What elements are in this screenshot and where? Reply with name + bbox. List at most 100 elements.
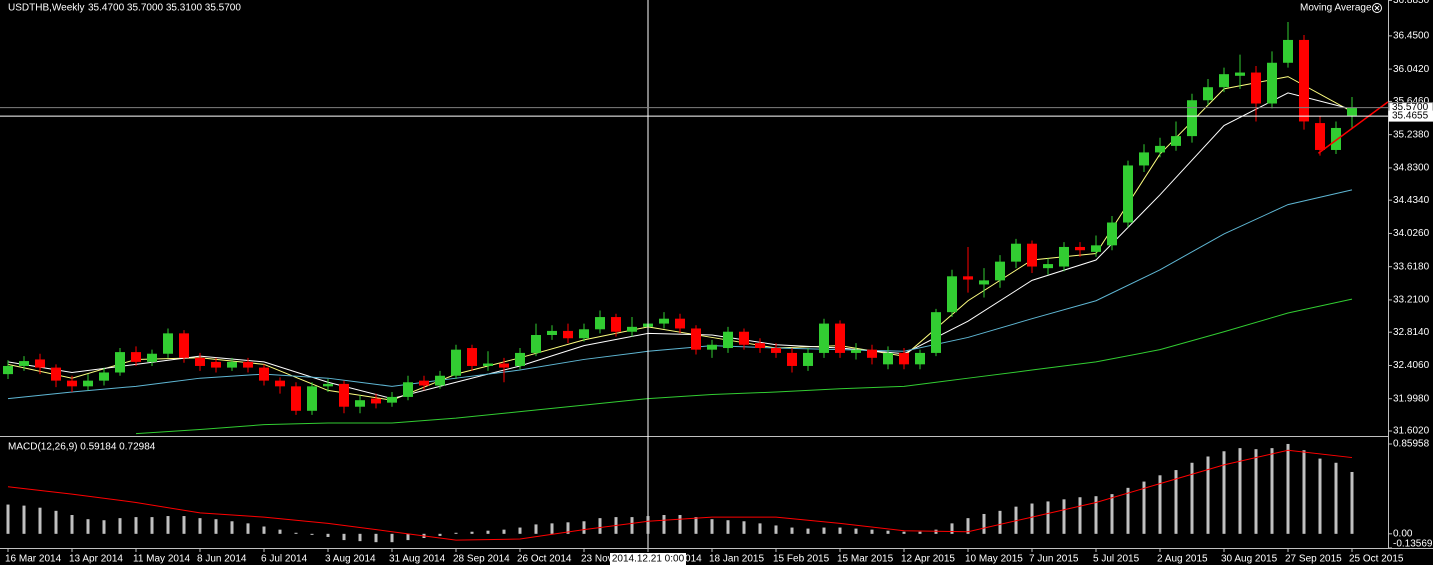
candle-body (291, 386, 301, 411)
x-tick-label: 5 Jul 2015 (1093, 554, 1140, 565)
chart-title: USDTHB,Weekly (8, 3, 85, 14)
macd-bar (726, 520, 730, 534)
candle-body (787, 352, 797, 366)
x-tick-label: 6 Jul 2014 (261, 554, 308, 565)
candle-body (1283, 39, 1293, 63)
macd-bar (102, 520, 106, 534)
y-tick-label: 0.85958 (1393, 439, 1430, 450)
macd-bar (1270, 448, 1274, 534)
candle-body (1155, 145, 1165, 153)
candle-body (883, 352, 893, 365)
candle-body (1043, 264, 1053, 269)
x-tick-label: 18 Jan 2015 (709, 554, 764, 565)
macd-bar (22, 505, 26, 534)
macd-bar (6, 504, 10, 534)
candle-body (963, 276, 973, 280)
macd-bar (934, 529, 938, 534)
close-cross[interactable] (1374, 5, 1380, 11)
y-tick-label: 35.6460 (1393, 96, 1430, 107)
candle-body (51, 367, 61, 381)
moving-average-line (135, 298, 1353, 435)
macd-bar (758, 523, 762, 534)
candle-body (1203, 87, 1213, 101)
candle-body (1235, 72, 1245, 76)
candle-body (131, 352, 141, 362)
x-tick-label: 2 Aug 2015 (1157, 554, 1208, 565)
macd-bar (678, 515, 682, 534)
candle-body (1107, 222, 1117, 246)
x-tick-label: 7 Jun 2015 (1029, 554, 1079, 565)
candle-body (595, 317, 605, 330)
macd-bar (1174, 470, 1178, 534)
macd-bar (950, 523, 954, 534)
x-tick-label: 23 Nov 2014 (581, 554, 638, 565)
candle-body (627, 326, 637, 332)
candle-body (803, 352, 813, 366)
macd-bar (550, 523, 554, 534)
candle-body (451, 349, 461, 376)
candle-body (499, 363, 509, 368)
macd-bar (518, 527, 522, 534)
macd-bar (406, 533, 410, 541)
x-tick-label: 25 Oct 2015 (1349, 554, 1404, 565)
candle-body (387, 396, 397, 403)
x-tick-label: 15 Feb 2015 (773, 554, 830, 565)
macd-bar (70, 515, 74, 534)
x-tick-label: 26 Oct 2014 (517, 554, 572, 565)
x-tick-label: 16 Mar 2014 (5, 554, 62, 565)
candle-body (1299, 39, 1309, 122)
candle-body (755, 343, 765, 349)
candle-body (355, 400, 365, 407)
candle-body (915, 352, 925, 365)
macd-bar (998, 510, 1002, 534)
macd-bar (966, 518, 970, 534)
y-tick-label: 32.8140 (1393, 327, 1430, 338)
candle-body (99, 372, 109, 381)
macd-bar (342, 533, 346, 541)
trendline (1317, 101, 1389, 154)
macd-bar (774, 525, 778, 534)
macd-bar (1014, 506, 1018, 534)
macd-bar (470, 531, 474, 534)
macd-title: MACD(12,26,9) 0.59184 0.72984 (8, 442, 156, 453)
y-tick-label: 34.8300 (1393, 163, 1430, 174)
crosshair-time-box (610, 553, 686, 565)
x-tick-label: 15 Mar 2015 (837, 554, 894, 565)
macd-bar (1046, 501, 1050, 534)
x-tick-label: 11 May 2014 (133, 554, 191, 565)
close-circle[interactable] (1372, 3, 1382, 13)
macd-bar (1094, 496, 1098, 534)
macd-bar (806, 528, 810, 534)
macd-bar (790, 527, 794, 534)
candle-body (611, 317, 621, 332)
macd-bar (1206, 456, 1210, 534)
candle-body (115, 352, 125, 373)
candle-body (435, 375, 445, 386)
x-tick-label: 30 Aug 2015 (1221, 554, 1278, 565)
x-tick-label: 12 Apr 2015 (901, 554, 955, 565)
macd-bar (1222, 451, 1226, 534)
y-tick-label: 36.4500 (1393, 31, 1430, 42)
candle-body (371, 398, 381, 404)
candle-body (1139, 152, 1149, 166)
candle-body (1331, 127, 1341, 150)
candle-body (1075, 246, 1085, 251)
candle-body (35, 359, 45, 368)
macd-bar (294, 532, 298, 534)
macd-bar (1334, 462, 1338, 534)
crosshair-time-label: 2014.12.21 0:00 (612, 554, 685, 565)
macd-bar (646, 516, 650, 534)
indicator-close-icon[interactable] (1372, 3, 1382, 13)
macd-bar (630, 517, 634, 534)
macd-bar (454, 532, 458, 534)
macd-bar (438, 533, 442, 536)
signal-line (7, 449, 1353, 541)
y-tick-label: -0.13569 (1393, 539, 1433, 550)
candle-body (163, 333, 173, 354)
macd-bar (374, 533, 378, 543)
macd-bar (358, 533, 362, 542)
macd-bar (1126, 487, 1130, 534)
candle-body (1219, 74, 1229, 88)
